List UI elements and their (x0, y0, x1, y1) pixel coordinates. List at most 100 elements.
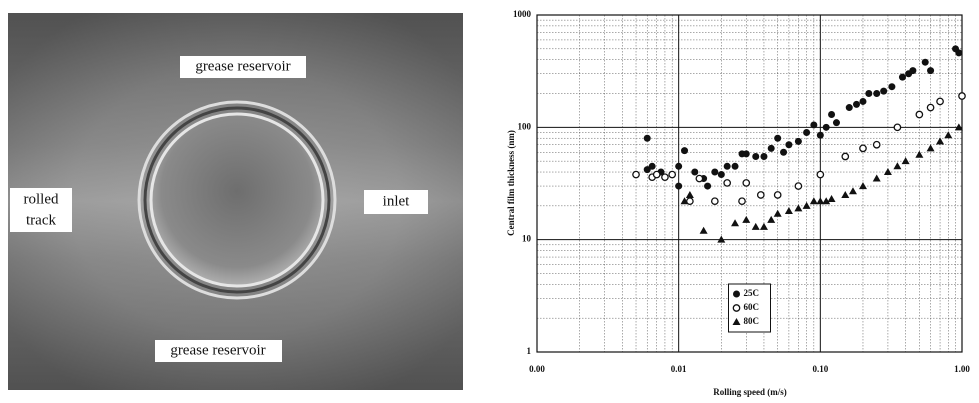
legend-label: 25C (744, 288, 760, 298)
data-point (738, 197, 746, 206)
data-point (848, 187, 857, 195)
data-point (909, 67, 917, 75)
data-point (845, 104, 853, 112)
data-point (827, 195, 836, 203)
photo-label: inlet (383, 193, 410, 209)
data-point (915, 150, 924, 158)
data-point (794, 137, 802, 145)
data-point (699, 226, 708, 234)
data-point (773, 209, 782, 217)
data-point (926, 144, 935, 152)
data-point (921, 58, 929, 66)
data-point (841, 190, 850, 198)
data-point (723, 162, 731, 170)
data-point (794, 204, 803, 212)
data-point (852, 100, 860, 108)
data-point (774, 134, 782, 142)
data-point (816, 131, 824, 139)
label-box (10, 188, 72, 232)
data-point (704, 182, 712, 190)
data-point (954, 123, 963, 131)
data-point (751, 222, 760, 230)
data-point (822, 197, 831, 205)
x-tick-label: 0.10 (812, 364, 828, 374)
legend-marker (732, 318, 741, 325)
data-point (717, 235, 726, 243)
photo: grease reservoir rolled track inlet grea… (8, 13, 463, 390)
data-point (858, 182, 867, 190)
photo-label: grease reservoir (195, 58, 290, 74)
data-point (685, 190, 694, 198)
data-point (742, 215, 751, 223)
data-point (926, 103, 935, 112)
data-point (643, 166, 651, 174)
legend-marker (732, 304, 741, 312)
data-point (767, 215, 776, 223)
data-point (648, 162, 656, 170)
data-point (784, 206, 793, 214)
legend-marker (733, 290, 740, 298)
y-tick-label: 1000 (513, 9, 532, 19)
photo-label: rolled (24, 191, 59, 207)
data-point (632, 170, 640, 179)
data-point (810, 121, 818, 129)
y-axis-title: Central film thickness (nm) (506, 130, 516, 236)
data-point (675, 162, 683, 170)
data-point (731, 219, 740, 227)
data-point (893, 123, 902, 132)
data-point (816, 197, 825, 205)
data-point (944, 131, 953, 139)
data-point (652, 170, 661, 179)
y-tick-label: 1 (527, 346, 532, 356)
data-point (680, 197, 689, 205)
x-tick-label: 0.01 (671, 364, 687, 374)
data-point (767, 144, 775, 152)
data-point (668, 170, 677, 179)
data-point (880, 87, 888, 95)
data-point (832, 119, 840, 127)
data-point (643, 134, 651, 142)
data-point (803, 128, 811, 136)
data-point (828, 111, 836, 119)
ring (143, 106, 331, 294)
data-point (809, 197, 818, 205)
y-tick-label: 10 (522, 234, 532, 244)
photo-label: track (26, 212, 56, 228)
data-point (731, 162, 739, 170)
data-point (822, 123, 830, 131)
data-point (802, 201, 811, 209)
data-point (927, 67, 935, 75)
legend-label: 60C (744, 302, 760, 312)
data-point (681, 147, 689, 155)
data-point (717, 171, 725, 179)
data-point (872, 174, 881, 182)
data-point (859, 97, 867, 105)
data-point (873, 90, 881, 98)
data-point (691, 168, 699, 176)
data-point (893, 162, 902, 170)
y-tick-label: 100 (518, 121, 532, 131)
data-point (785, 141, 793, 149)
data-point (859, 144, 867, 153)
ring (137, 100, 337, 300)
data-point (756, 191, 765, 199)
data-point (915, 110, 924, 119)
x-axis-title: Rolling speed (m/s) (713, 387, 787, 397)
data-point (898, 73, 906, 81)
data-point (841, 152, 850, 161)
data-point (865, 90, 873, 98)
data-point (780, 148, 788, 156)
data-point (936, 137, 945, 145)
photo-label: grease reservoir (170, 342, 265, 358)
data-point (760, 152, 768, 160)
data-point (723, 179, 732, 187)
data-point (773, 191, 782, 199)
data-point (661, 173, 669, 182)
x-tick-label: 0.00 (529, 364, 545, 374)
data-point (695, 174, 704, 183)
x-tick-label: 1.00 (954, 364, 970, 374)
data-point (752, 152, 760, 160)
data-point (742, 179, 751, 187)
data-point (883, 168, 892, 176)
